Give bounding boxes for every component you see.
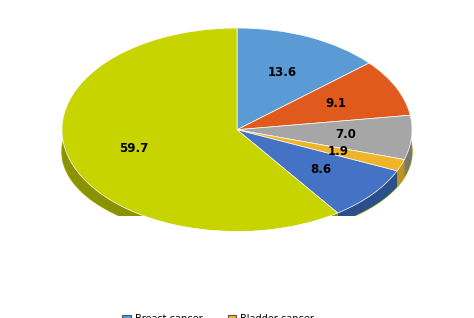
Text: 9.1: 9.1: [325, 97, 346, 110]
Text: 1.9: 1.9: [328, 145, 349, 158]
Text: 8.6: 8.6: [310, 163, 331, 176]
Wedge shape: [237, 130, 404, 171]
Polygon shape: [337, 165, 397, 223]
Polygon shape: [62, 43, 337, 238]
Wedge shape: [237, 28, 369, 130]
Polygon shape: [62, 65, 412, 238]
Polygon shape: [397, 155, 404, 187]
Wedge shape: [237, 63, 410, 130]
Legend: Breast cancer, Colorectal cancer, Thyroid cancer, Bladder cancer, Other types of: Breast cancer, Colorectal cancer, Thyroi…: [118, 310, 356, 318]
Wedge shape: [237, 130, 397, 213]
Wedge shape: [62, 28, 337, 232]
Polygon shape: [404, 117, 412, 177]
Text: 59.7: 59.7: [119, 142, 148, 155]
Text: 7.0: 7.0: [335, 128, 356, 141]
Wedge shape: [237, 115, 412, 160]
Text: 13.6: 13.6: [267, 66, 297, 79]
